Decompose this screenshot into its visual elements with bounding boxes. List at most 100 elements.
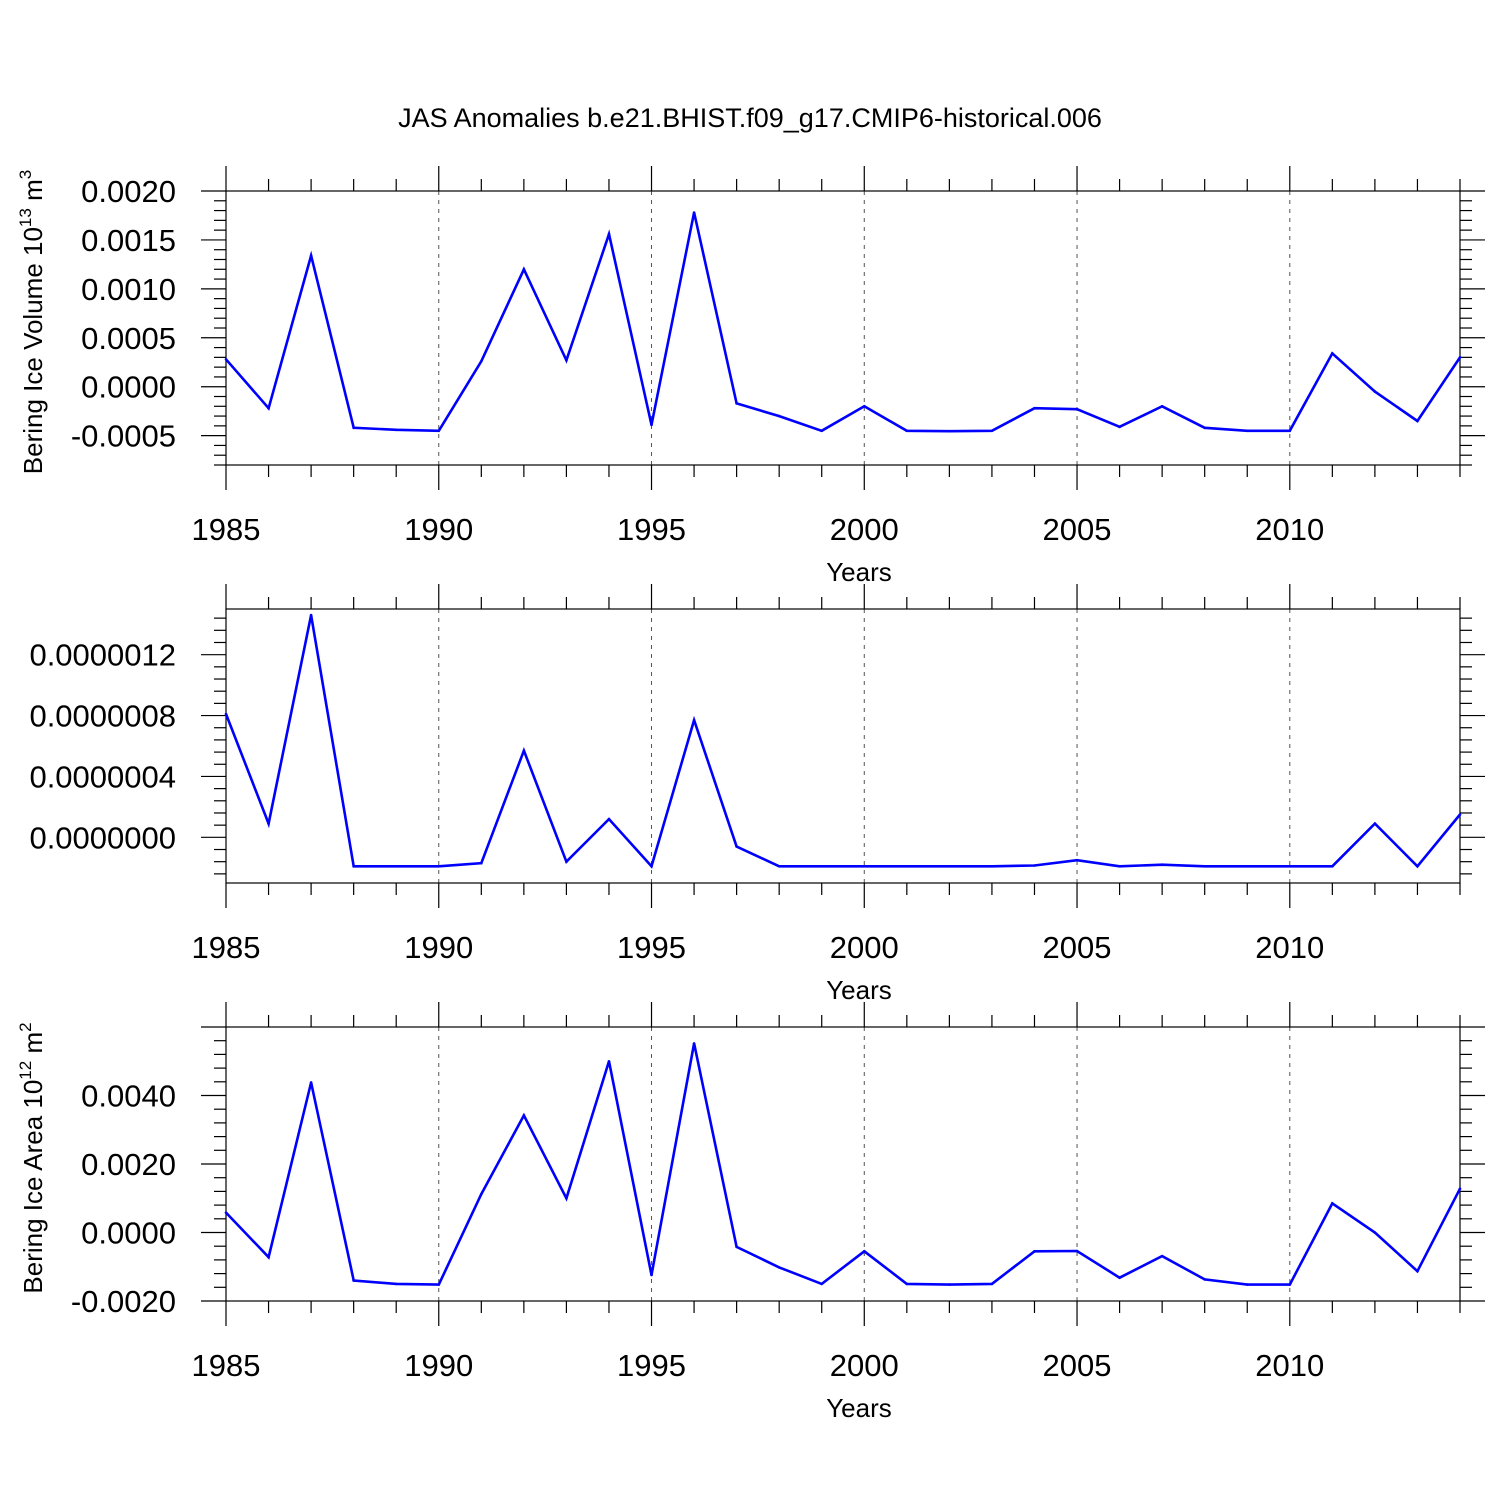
y-axis-label: Bering Ice Area 1012 m2 bbox=[16, 1022, 48, 1293]
y-tick-label: 0.0020 bbox=[81, 174, 176, 209]
data-point-2007 bbox=[1160, 863, 1164, 867]
x-tick-label: 2010 bbox=[1255, 1348, 1324, 1383]
x-tick-label: 1985 bbox=[192, 512, 261, 547]
plot-frame bbox=[225, 1026, 1461, 1302]
data-point-2008 bbox=[1203, 864, 1206, 868]
data-point-2012 bbox=[1373, 1231, 1377, 1234]
data-point-1990 bbox=[437, 429, 441, 433]
data-point-1996 bbox=[692, 718, 696, 722]
data-point-2002 bbox=[948, 429, 951, 433]
x-tick-label: 2010 bbox=[1255, 512, 1324, 547]
data-point-1999 bbox=[820, 429, 824, 433]
data-point-2009 bbox=[1245, 429, 1249, 433]
data-point-1986 bbox=[267, 406, 270, 410]
y-axis-label-unit: m bbox=[18, 179, 48, 208]
x-tick-label: 1990 bbox=[404, 512, 473, 547]
data-point-1998 bbox=[777, 864, 781, 868]
x-tick-label: 1985 bbox=[192, 930, 261, 965]
data-point-2007 bbox=[1160, 1254, 1164, 1258]
y-axis-label-unit-exponent: 3 bbox=[16, 170, 35, 179]
y-tick-label: 0.0005 bbox=[81, 321, 176, 356]
data-point-2006 bbox=[1118, 1276, 1121, 1280]
data-point-2005 bbox=[1075, 407, 1079, 411]
data-point-1989 bbox=[394, 428, 398, 432]
data-point-2006 bbox=[1118, 425, 1121, 429]
plot-frame bbox=[225, 608, 1461, 884]
y-tick-label: 0.0010 bbox=[81, 272, 176, 307]
data-point-2010 bbox=[1288, 429, 1292, 433]
data-point-1988 bbox=[352, 864, 355, 868]
y-tick-label: 0.0000012 bbox=[29, 638, 176, 673]
plot-frame bbox=[225, 190, 1461, 466]
y-tick-label: 0.0015 bbox=[81, 223, 176, 258]
data-point-2011 bbox=[1331, 864, 1334, 868]
data-point-1993 bbox=[565, 358, 568, 362]
y-tick-label: -0.0005 bbox=[71, 419, 176, 454]
data-point-1987 bbox=[309, 1081, 313, 1084]
data-point-2014 bbox=[1458, 356, 1462, 359]
data-point-2009 bbox=[1245, 864, 1249, 868]
data-point-2001 bbox=[905, 864, 909, 868]
data-point-1998 bbox=[777, 414, 781, 418]
data-point-2004 bbox=[1033, 1250, 1036, 1253]
data-point-1992 bbox=[522, 749, 526, 752]
data-point-2000 bbox=[862, 864, 866, 868]
data-point-2004 bbox=[1033, 864, 1036, 867]
data-point-2005 bbox=[1075, 858, 1079, 862]
data-point-2011 bbox=[1331, 1202, 1334, 1205]
data-point-2012 bbox=[1373, 822, 1377, 825]
chart-panel-2: 1985 1990 1995 2000 2005 2010 0.0000000 0.00000… bbox=[29, 584, 1485, 1005]
y-tick-label: 0.0000 bbox=[81, 1216, 176, 1251]
data-point-1997 bbox=[735, 845, 738, 848]
data-point-1995 bbox=[650, 1273, 653, 1277]
x-tick-label: 1995 bbox=[617, 930, 686, 965]
y-tick-label: 0.0000000 bbox=[29, 820, 176, 855]
chart-panel-1: 1985 1990 1995 2000 2005 2010 -0.0005 0.0000 0.0… bbox=[16, 166, 1485, 587]
data-point-1995 bbox=[650, 423, 653, 427]
data-point-2003 bbox=[990, 429, 994, 433]
y-axis-label: Bering Ice Volume 1013 m3 bbox=[16, 170, 48, 474]
chart-panels: 1985 1990 1995 2000 2005 2010 -0.0005 0.0000 0.0… bbox=[16, 166, 1485, 1423]
data-point-2009 bbox=[1245, 1283, 1249, 1286]
data-point-1985 bbox=[224, 358, 228, 361]
data-point-2014 bbox=[1458, 1187, 1462, 1190]
data-point-1986 bbox=[267, 822, 270, 825]
data-point-2013 bbox=[1416, 419, 1419, 423]
data-point-1994 bbox=[607, 1059, 611, 1063]
data-point-2012 bbox=[1373, 390, 1377, 393]
y-axis-label-text: Bering Ice Volume 10 bbox=[18, 227, 48, 474]
y-axis-label-unit: m bbox=[18, 1032, 48, 1061]
data-point-1991 bbox=[480, 1192, 483, 1196]
data-point-2003 bbox=[990, 1282, 994, 1286]
x-tick-label: 1985 bbox=[192, 1348, 261, 1383]
y-axis-label-exponent: 13 bbox=[16, 208, 35, 227]
data-point-2002 bbox=[948, 864, 951, 868]
x-tick-label: 1990 bbox=[404, 1348, 473, 1383]
y-axis-label-unit-exponent: 2 bbox=[16, 1022, 35, 1031]
data-point-1996 bbox=[692, 1042, 696, 1045]
data-point-2011 bbox=[1331, 352, 1334, 355]
x-tick-label: 2005 bbox=[1043, 930, 1112, 965]
data-point-1987 bbox=[309, 613, 313, 617]
data-point-1992 bbox=[522, 267, 526, 271]
y-tick-label: 0.0000 bbox=[81, 370, 176, 405]
x-tick-label: 2000 bbox=[830, 512, 899, 547]
data-point-2013 bbox=[1416, 864, 1419, 868]
data-point-1992 bbox=[522, 1114, 526, 1117]
data-point-2003 bbox=[990, 864, 994, 868]
data-point-2002 bbox=[948, 1283, 951, 1286]
data-point-2000 bbox=[862, 404, 866, 408]
x-tick-label: 2010 bbox=[1255, 930, 1324, 965]
data-point-1994 bbox=[607, 817, 611, 821]
y-axis-label-text: Bering Ice Area 10 bbox=[18, 1080, 48, 1294]
series-line bbox=[225, 212, 1462, 433]
data-point-1994 bbox=[607, 232, 611, 236]
x-tick-label: 1990 bbox=[404, 930, 473, 965]
series-line bbox=[225, 1043, 1462, 1286]
data-point-1999 bbox=[820, 1282, 824, 1286]
data-point-2014 bbox=[1458, 813, 1462, 816]
y-tick-label: 0.0000004 bbox=[29, 759, 176, 794]
data-point-1988 bbox=[352, 1279, 355, 1282]
data-point-2008 bbox=[1203, 426, 1206, 430]
